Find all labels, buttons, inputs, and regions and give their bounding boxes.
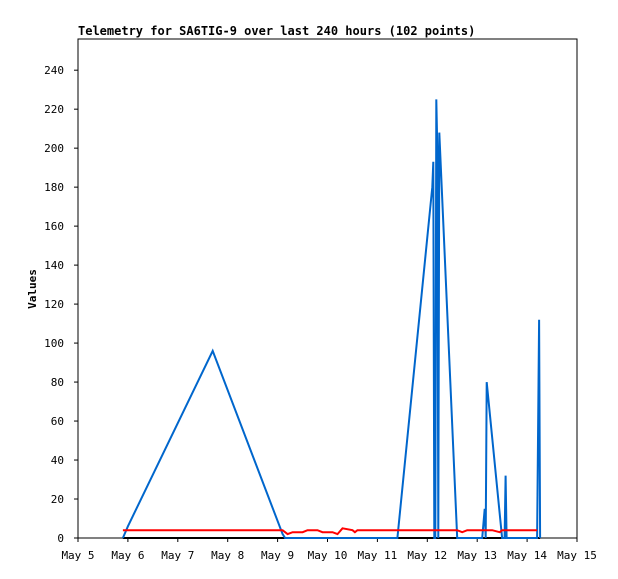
x-tick-label: May 15 xyxy=(557,549,597,562)
x-tick-label: May 7 xyxy=(161,549,194,562)
x-tick-label: May 14 xyxy=(507,549,547,562)
x-tick-label: May 12 xyxy=(407,549,447,562)
y-tick-label: 120 xyxy=(44,298,64,311)
y-tick-label: 60 xyxy=(51,415,64,428)
x-tick-label: May 10 xyxy=(308,549,348,562)
y-axis: 0 20 40 60 80 100 120 140 160 180 200 220 240 xyxy=(44,64,78,545)
series-layer xyxy=(121,99,542,539)
y-tick-label: 140 xyxy=(44,259,64,272)
plot-frame xyxy=(77,38,578,539)
series-line-1 xyxy=(121,99,542,539)
y-tick-label: 80 xyxy=(51,376,64,389)
x-tick-label: May 8 xyxy=(211,549,244,562)
x-tick-label: May 13 xyxy=(457,549,497,562)
y-tick-label: 40 xyxy=(51,454,64,467)
y-tick-label: 100 xyxy=(44,337,64,350)
plot-border xyxy=(77,38,578,539)
x-tick-label: May 9 xyxy=(261,549,294,562)
x-tick-label: May 11 xyxy=(358,549,398,562)
y-tick-label: 160 xyxy=(44,220,64,233)
x-tick-label: May 5 xyxy=(61,549,94,562)
chart-title: Telemetry for SA6TIG-9 over last 240 hou… xyxy=(78,24,475,38)
y-tick-label: 180 xyxy=(44,181,64,194)
y-axis-label: Values xyxy=(26,269,39,309)
y-tick-label: 200 xyxy=(44,142,64,155)
x-axis: May 5 May 6 May 7 May 8 May 9 May 10 May 11 May… xyxy=(61,538,597,562)
y-tick-label: 0 xyxy=(57,532,64,545)
x-tick-label: May 6 xyxy=(111,549,144,562)
y-tick-label: 220 xyxy=(44,103,64,116)
y-tick-label: 240 xyxy=(44,64,64,77)
y-tick-label: 20 xyxy=(51,493,64,506)
series-line-2 xyxy=(122,527,538,536)
